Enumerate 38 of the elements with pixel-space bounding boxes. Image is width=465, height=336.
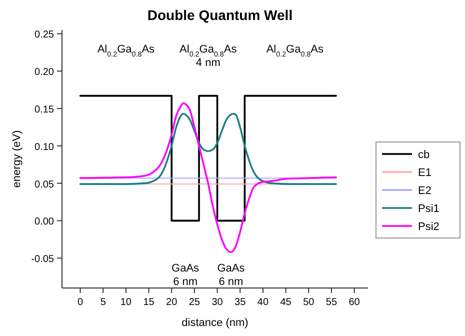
annotation: Al$_{0.2}$Ga$_{0.8}$As [97,43,156,58]
y-tick-label: 0.25 [34,30,54,41]
x-tick-label: 60 [348,297,360,308]
line-series [79,112,337,185]
legend-label: Psi1 [418,203,440,215]
x-tick-label: 35 [234,297,246,308]
y-axis-title: energy (eV) [11,130,23,188]
legend-label: E1 [418,167,432,179]
annotation: 6 nm [173,276,198,288]
y-tick-label: -0.05 [31,254,54,266]
y-tick-label: 0.10 [34,142,54,153]
x-tick-label: 40 [257,297,269,308]
legend-label: E2 [418,185,432,197]
x-tick-label: 30 [212,297,224,308]
annotation: 6 nm [218,276,244,288]
x-tick-label: 25 [188,297,200,308]
y-tick-label: 0.20 [34,67,54,78]
y-tick-label: 0.05 [34,179,54,190]
x-tick-label: 50 [303,297,315,308]
y-tick-label: 0.00 [34,216,54,228]
annotation: 4 nm [196,56,220,69]
x-tick-label: 15 [143,297,155,308]
x-tick-label: 0 [77,297,84,308]
x-tick-label: 55 [326,297,338,308]
line-series [79,102,337,254]
y-tick-label: 0.15 [34,104,54,116]
annotation: Al$_{0.2}$Ga$_{0.8}$As [180,43,238,58]
annotation: GaAs [217,262,246,275]
legend-label: Psi2 [418,221,440,233]
annotation: GaAs [172,262,200,275]
x-tick-label: 45 [280,297,292,308]
x-tick-label: 10 [120,297,132,308]
x-axis-title: distance (nm) [182,317,248,329]
chart-title: Double Quantum Well [147,7,293,23]
x-tick-label: 5 [100,297,106,308]
legend-label: cb [418,149,430,161]
annotation: Al$_{0.2}$Ga$_{0.8}$As [266,43,324,58]
x-tick-label: 20 [166,297,178,308]
